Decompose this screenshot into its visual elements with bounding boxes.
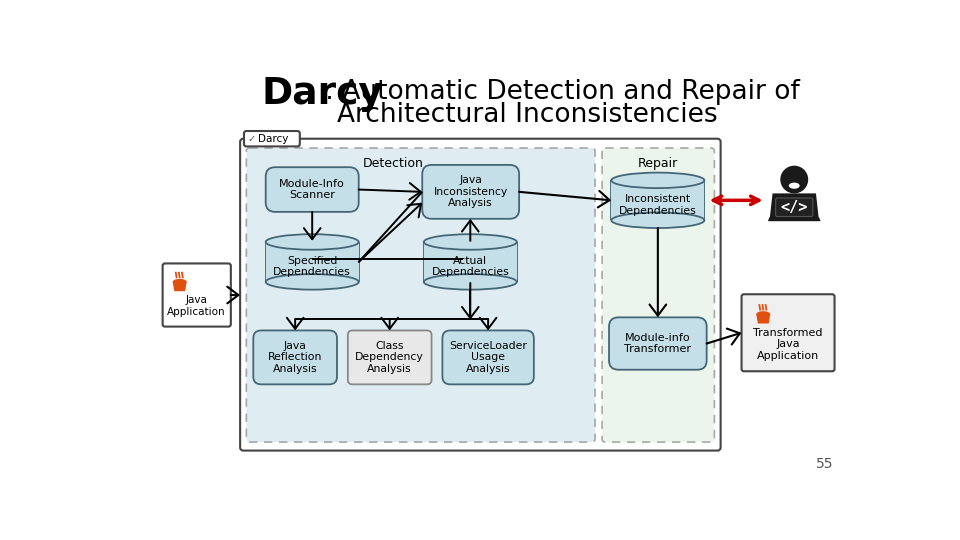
Text: Architectural Inconsistencies: Architectural Inconsistencies: [337, 102, 718, 128]
Ellipse shape: [612, 213, 705, 228]
FancyBboxPatch shape: [240, 139, 721, 450]
Text: Java
Inconsistency
Analysis: Java Inconsistency Analysis: [434, 176, 508, 208]
Text: </>: </>: [780, 200, 808, 215]
FancyBboxPatch shape: [244, 131, 300, 146]
Text: Darcy: Darcy: [258, 134, 288, 144]
Text: Module-info
Transformer: Module-info Transformer: [624, 333, 691, 354]
Ellipse shape: [789, 183, 800, 189]
Ellipse shape: [612, 173, 705, 188]
Text: 55: 55: [815, 457, 833, 470]
Text: Darcy: Darcy: [262, 76, 384, 112]
FancyBboxPatch shape: [348, 330, 432, 384]
Text: Module-Info
Scanner: Module-Info Scanner: [279, 179, 345, 200]
FancyBboxPatch shape: [162, 264, 230, 327]
Polygon shape: [773, 197, 816, 217]
Polygon shape: [266, 242, 359, 282]
Polygon shape: [756, 314, 770, 323]
Text: Transformed
Java
Application: Transformed Java Application: [754, 328, 823, 361]
Text: Detection: Detection: [362, 157, 423, 170]
Text: Repair: Repair: [638, 157, 679, 170]
Polygon shape: [423, 242, 516, 282]
Ellipse shape: [756, 311, 770, 318]
Ellipse shape: [423, 274, 516, 289]
Text: Java
Application: Java Application: [167, 295, 226, 316]
FancyBboxPatch shape: [266, 167, 359, 212]
FancyBboxPatch shape: [422, 165, 519, 219]
Ellipse shape: [266, 274, 359, 289]
Polygon shape: [612, 180, 705, 220]
Text: : Automatic Detection and Repair of: : Automatic Detection and Repair of: [324, 79, 800, 105]
Text: ServiceLoader
Usage
Analysis: ServiceLoader Usage Analysis: [449, 341, 527, 374]
Text: Actual
Dependencies: Actual Dependencies: [431, 256, 509, 278]
Ellipse shape: [173, 279, 186, 285]
FancyBboxPatch shape: [247, 148, 595, 442]
Text: Inconsistent
Dependencies: Inconsistent Dependencies: [619, 194, 697, 216]
Text: Java
Reflection
Analysis: Java Reflection Analysis: [268, 341, 323, 374]
Text: Class
Dependency
Analysis: Class Dependency Analysis: [355, 341, 424, 374]
Text: Specified
Dependencies: Specified Dependencies: [274, 256, 351, 278]
FancyBboxPatch shape: [602, 148, 714, 442]
FancyBboxPatch shape: [443, 330, 534, 384]
Polygon shape: [770, 193, 819, 221]
Ellipse shape: [423, 234, 516, 249]
FancyBboxPatch shape: [253, 330, 337, 384]
Text: ✓: ✓: [247, 134, 255, 144]
FancyBboxPatch shape: [741, 294, 834, 372]
FancyBboxPatch shape: [609, 318, 707, 370]
Circle shape: [780, 166, 808, 193]
Polygon shape: [173, 282, 186, 291]
Ellipse shape: [266, 234, 359, 249]
FancyBboxPatch shape: [776, 198, 813, 217]
Polygon shape: [768, 217, 821, 221]
